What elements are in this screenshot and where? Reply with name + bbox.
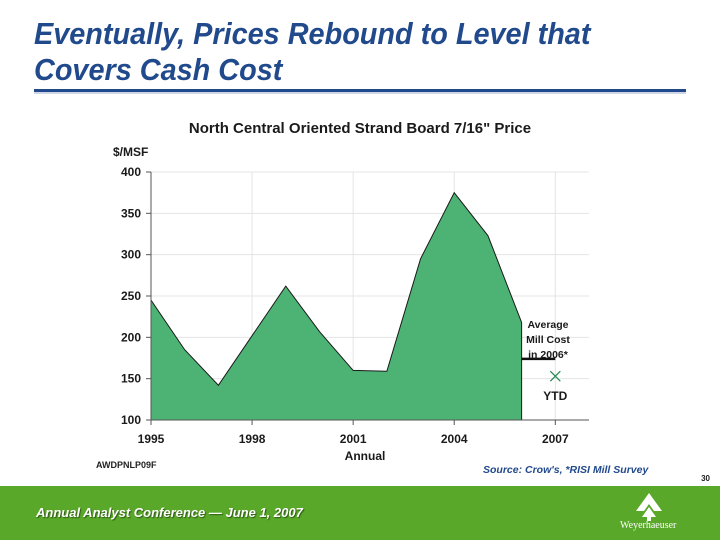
ytd-marker-icon (549, 370, 561, 382)
annotations: Average Mill Cost in 2006* YTD (521, 319, 570, 403)
x-tick-label: 2004 (441, 432, 468, 446)
y-tick-label: 300 (121, 248, 141, 262)
ytd-label: YTD (543, 389, 567, 403)
mill-cost-label: in 2006* (528, 349, 569, 361)
x-tick-label: 2001 (340, 432, 367, 446)
title-rule (34, 89, 686, 94)
y-tick-label: 150 (121, 372, 141, 386)
logo-text: Weyerhaeuser (620, 520, 677, 531)
mill-cost-label: Mill Cost (526, 334, 570, 346)
page-number: 30 (701, 474, 710, 483)
slide-title: Eventually, Prices Rebound to Level that… (34, 16, 591, 87)
y-tick-label: 250 (121, 289, 141, 303)
y-tick-labels: 100 150 200 250 300 350 400 (121, 165, 151, 427)
x-tick-labels: 1995 1998 2001 2004 2007 (138, 420, 569, 446)
x-tick-label: 1998 (239, 432, 266, 446)
weyerhaeuser-logo-icon (636, 493, 662, 521)
footer-conference-text: Annual Analyst Conference — June 1, 2007 (36, 505, 303, 520)
y-tick-label: 400 (121, 165, 141, 179)
x-tick-label: 2007 (542, 432, 569, 446)
y-tick-label: 100 (121, 413, 141, 427)
document-code: AWDPNLP09F (96, 460, 157, 470)
chart-title: North Central Oriented Strand Board 7/16… (188, 120, 532, 137)
mill-cost-label: Average (527, 319, 568, 331)
y-tick-label: 200 (121, 330, 141, 344)
x-axis-label: Annual (345, 449, 386, 463)
footer-band (0, 486, 720, 540)
y-axis-label: $/MSF (113, 145, 148, 159)
source-note: Source: Crow's, *RISI Mill Survey (483, 464, 649, 476)
y-tick-label: 350 (121, 206, 141, 220)
x-tick-label: 1995 (138, 432, 165, 446)
price-area (150, 191, 523, 421)
